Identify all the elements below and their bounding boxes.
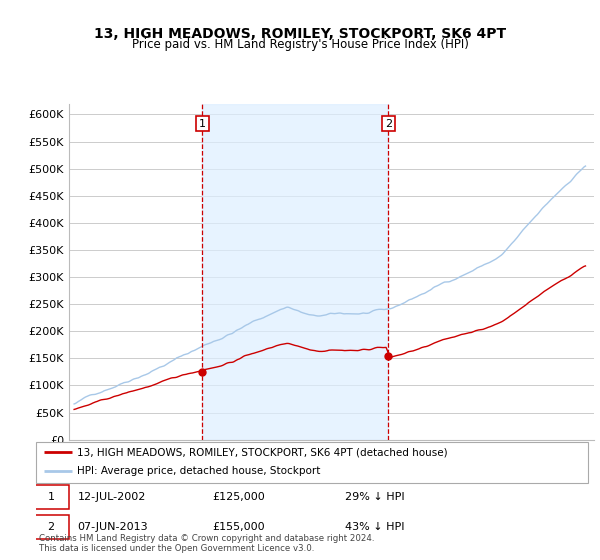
Text: 1: 1	[47, 492, 55, 502]
Text: HPI: Average price, detached house, Stockport: HPI: Average price, detached house, Stoc…	[77, 466, 321, 477]
Text: 1: 1	[199, 119, 206, 129]
FancyBboxPatch shape	[33, 485, 69, 509]
FancyBboxPatch shape	[36, 442, 588, 483]
Text: Price paid vs. HM Land Registry's House Price Index (HPI): Price paid vs. HM Land Registry's House …	[131, 38, 469, 52]
Text: 13, HIGH MEADOWS, ROMILEY, STOCKPORT, SK6 4PT: 13, HIGH MEADOWS, ROMILEY, STOCKPORT, SK…	[94, 27, 506, 41]
Text: £125,000: £125,000	[212, 492, 265, 502]
Text: 2: 2	[47, 522, 55, 533]
Text: 12-JUL-2002: 12-JUL-2002	[77, 492, 146, 502]
Text: 43% ↓ HPI: 43% ↓ HPI	[345, 522, 404, 533]
Text: Contains HM Land Registry data © Crown copyright and database right 2024.
This d: Contains HM Land Registry data © Crown c…	[39, 534, 374, 553]
Text: 13, HIGH MEADOWS, ROMILEY, STOCKPORT, SK6 4PT (detached house): 13, HIGH MEADOWS, ROMILEY, STOCKPORT, SK…	[77, 447, 448, 458]
Text: £155,000: £155,000	[212, 522, 265, 533]
Text: 07-JUN-2013: 07-JUN-2013	[77, 522, 148, 533]
Text: 2: 2	[385, 119, 392, 129]
Text: 29% ↓ HPI: 29% ↓ HPI	[345, 492, 405, 502]
Bar	[202, 104, 388, 440]
FancyBboxPatch shape	[33, 515, 69, 539]
